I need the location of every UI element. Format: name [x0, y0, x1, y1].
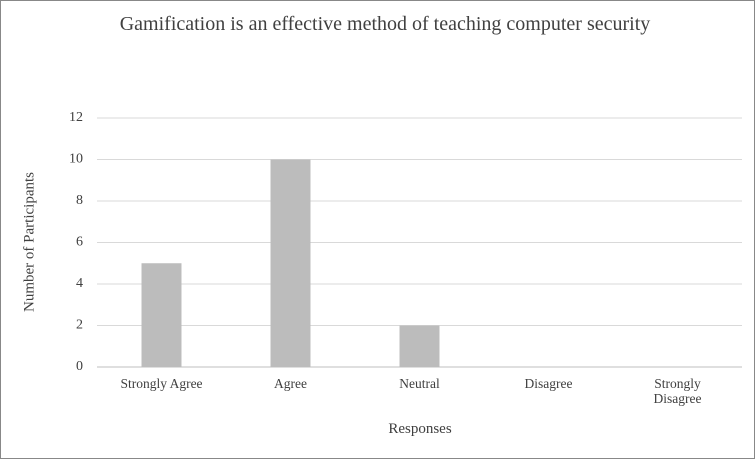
bar — [399, 325, 440, 367]
y-tick-label: 10 — [69, 152, 83, 167]
y-axis-title: Number of Participants — [21, 172, 37, 312]
y-tick-label: 12 — [69, 110, 83, 125]
x-tick-label: Strongly Agree — [120, 376, 203, 391]
bar — [270, 159, 311, 367]
chart-title: Gamification is an effective method of t… — [119, 13, 651, 35]
y-tick-label: 2 — [76, 318, 83, 333]
x-tick-label: Agree — [274, 376, 307, 391]
bar — [141, 263, 182, 367]
y-tick-label: 8 — [76, 193, 83, 208]
y-tick-label: 6 — [76, 235, 83, 250]
y-tick-label: 0 — [76, 359, 83, 374]
x-tick-label: Disagree — [524, 376, 573, 391]
x-axis-title: Responses — [388, 421, 452, 437]
x-tick-label: Strongly Disagree — [653, 376, 702, 406]
y-tick-label: 4 — [76, 276, 83, 291]
x-tick-label: Neutral — [399, 376, 440, 391]
